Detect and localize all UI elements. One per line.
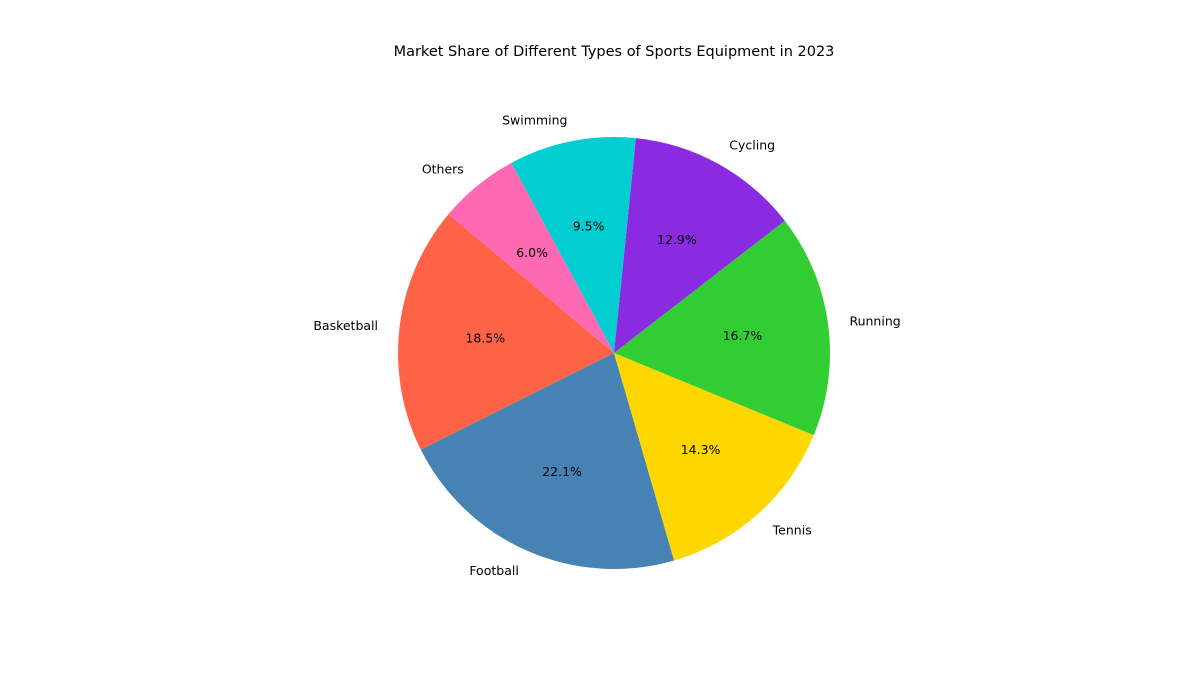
pct-label-swimming: 9.5%: [573, 218, 605, 233]
pie-slice-football: [420, 353, 675, 569]
pie-slice-swimming: [511, 137, 636, 353]
pct-label-running: 16.7%: [723, 328, 763, 343]
pct-label-basketball: 18.5%: [465, 330, 505, 345]
pie-slice-basketball: [397, 214, 614, 450]
slice-label-football: Football: [469, 563, 518, 578]
slice-label-basketball: Basketball: [313, 318, 378, 333]
labels-layer: 18.5% Basketball 22.1% Football 14.3% Tennis 1…: [313, 113, 900, 579]
pct-label-others: 6.0%: [516, 245, 548, 260]
slice-label-others: Others: [422, 161, 464, 176]
slice-label-cycling: Cycling: [729, 138, 775, 153]
pie-slice-running: [614, 220, 830, 436]
pie-slice-tennis: [614, 353, 814, 561]
pct-label-football: 22.1%: [542, 464, 582, 479]
slice-label-tennis: Tennis: [772, 522, 812, 537]
slices-layer: [397, 137, 830, 569]
slice-label-running: Running: [849, 314, 900, 329]
slice-label-swimming: Swimming: [502, 113, 567, 128]
pct-label-tennis: 14.3%: [681, 442, 721, 457]
chart-title: Market Share of Different Types of Sport…: [394, 44, 835, 60]
pie-slice-others: [448, 162, 614, 353]
pie-slice-cycling: [614, 138, 785, 353]
pct-label-cycling: 12.9%: [657, 232, 697, 247]
